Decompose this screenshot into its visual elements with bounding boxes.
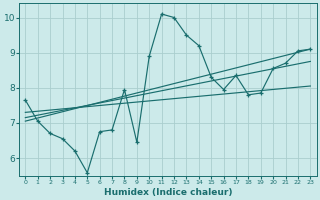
X-axis label: Humidex (Indice chaleur): Humidex (Indice chaleur) <box>104 188 232 197</box>
